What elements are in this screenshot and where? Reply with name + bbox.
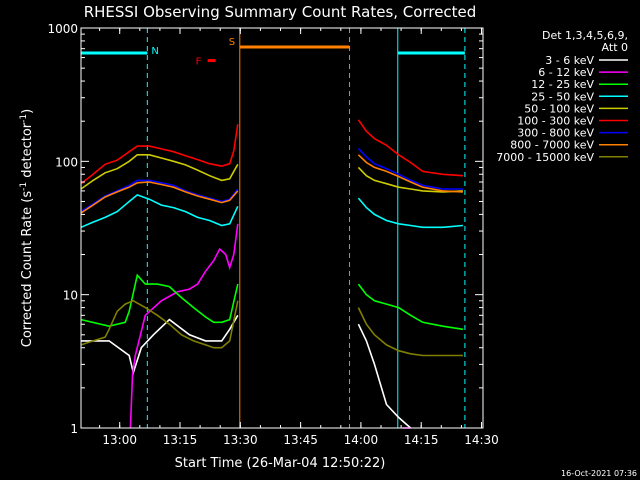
y-tick-label: 10 bbox=[63, 289, 78, 303]
x-tick-label: 14:15 bbox=[404, 433, 439, 447]
legend-label: 3 - 6 keV bbox=[545, 54, 594, 67]
series-line-6-0 bbox=[80, 179, 239, 213]
x-tick-label: 13:45 bbox=[283, 433, 318, 447]
footer-date: 16-Oct-2021 07:36 bbox=[561, 469, 637, 478]
series-line-2-0 bbox=[80, 273, 239, 328]
series-line-0-0 bbox=[81, 314, 239, 376]
x-tick-label: 14:30 bbox=[464, 433, 499, 447]
x-axis-label: Start Time (26-Mar-04 12:50:22) bbox=[175, 456, 386, 471]
status-label-f: F bbox=[196, 57, 202, 68]
series-line-4-1 bbox=[357, 166, 463, 193]
y-tick-label: 1 bbox=[70, 422, 78, 436]
series-line-6-1 bbox=[357, 147, 463, 190]
legend-label: 50 - 100 keV bbox=[524, 102, 594, 115]
series-line-1-0 bbox=[129, 223, 239, 429]
series-line-8-1 bbox=[357, 307, 463, 357]
legend-label: 7000 - 15000 keV bbox=[496, 151, 594, 164]
x-tick-label: 13:30 bbox=[223, 433, 258, 447]
series-line-8-0 bbox=[80, 299, 239, 349]
status-label-n: N bbox=[151, 46, 158, 57]
series-line-7-1 bbox=[357, 154, 463, 193]
series-line-5-0 bbox=[80, 124, 239, 185]
legend-label: 800 - 7000 keV bbox=[510, 139, 594, 152]
series-line-3-1 bbox=[357, 197, 463, 229]
legend-header-line: Det 1,3,4,5,6,9, bbox=[542, 29, 628, 42]
y-tick-label: 100 bbox=[55, 155, 78, 169]
chart-title: RHESSI Observing Summary Count Rates, Co… bbox=[84, 3, 477, 21]
series-line-2-1 bbox=[357, 283, 464, 331]
x-tick-label: 14:00 bbox=[344, 433, 379, 447]
series-line-4-0 bbox=[80, 154, 239, 190]
x-tick-label: 13:15 bbox=[163, 433, 198, 447]
x-tick-label: 13:00 bbox=[102, 433, 137, 447]
plot-frame bbox=[80, 27, 484, 429]
y-axis-label: Corrected Count Rate (s-1 detector-1) bbox=[19, 109, 35, 347]
series-line-5-1 bbox=[357, 119, 463, 177]
legend-label: 300 - 800 keV bbox=[517, 127, 594, 140]
legend-header-line: Att 0 bbox=[602, 41, 628, 54]
legend-label: 12 - 25 keV bbox=[531, 78, 594, 91]
series-line-7-0 bbox=[80, 181, 239, 214]
series-line-3-0 bbox=[80, 193, 239, 229]
status-label-s: S bbox=[229, 37, 235, 48]
legend-label: 100 - 300 keV bbox=[517, 115, 594, 128]
legend-label: 6 - 12 keV bbox=[538, 66, 594, 79]
legend-label: 25 - 50 keV bbox=[531, 90, 594, 103]
series-line-0-1 bbox=[357, 323, 412, 429]
y-tick-label: 1000 bbox=[47, 22, 78, 36]
